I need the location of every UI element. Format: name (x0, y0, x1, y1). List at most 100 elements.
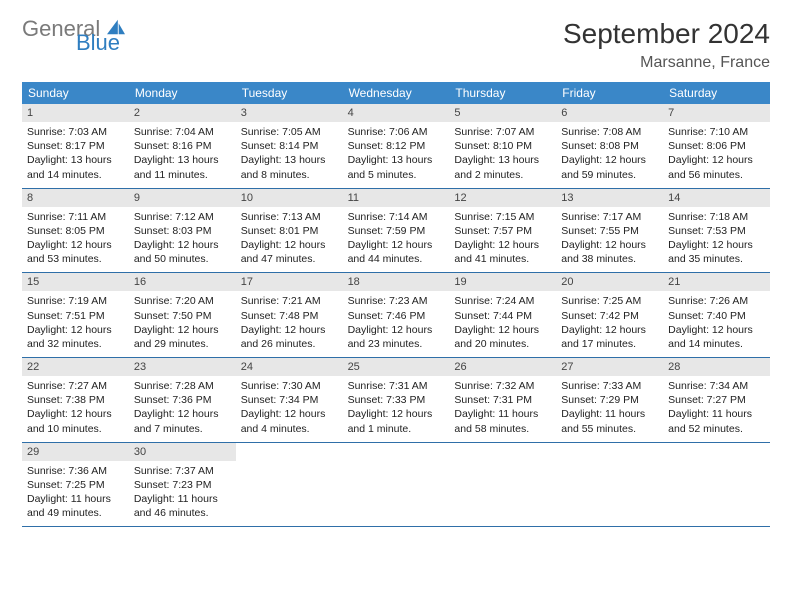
daylight-line: Daylight: 12 hours and 7 minutes. (134, 407, 231, 435)
sunrise-line: Sunrise: 7:31 AM (348, 379, 445, 393)
sunrise-line: Sunrise: 7:12 AM (134, 210, 231, 224)
day-cell: 15Sunrise: 7:19 AMSunset: 7:51 PMDayligh… (22, 273, 129, 357)
sunset-line: Sunset: 7:34 PM (241, 393, 338, 407)
sunrise-line: Sunrise: 7:04 AM (134, 125, 231, 139)
day-number: 24 (236, 358, 343, 376)
daylight-line: Daylight: 12 hours and 1 minute. (348, 407, 445, 435)
day-cell: 29Sunrise: 7:36 AMSunset: 7:25 PMDayligh… (22, 443, 129, 527)
daylight-line: Daylight: 11 hours and 52 minutes. (668, 407, 765, 435)
title-block: September 2024 Marsanne, France (563, 18, 770, 72)
day-cell: 2Sunrise: 7:04 AMSunset: 8:16 PMDaylight… (129, 104, 236, 188)
sunrise-line: Sunrise: 7:33 AM (561, 379, 658, 393)
day-info: Sunrise: 7:19 AMSunset: 7:51 PMDaylight:… (27, 294, 124, 351)
weekday-header: Sunday (22, 82, 129, 104)
day-info: Sunrise: 7:32 AMSunset: 7:31 PMDaylight:… (454, 379, 551, 436)
day-cell: 28Sunrise: 7:34 AMSunset: 7:27 PMDayligh… (663, 358, 770, 442)
day-cell: 7 Sunrise: 7:10 AMSunset: 8:06 PMDaylight… (663, 104, 770, 188)
sunset-line: Sunset: 7:36 PM (134, 393, 231, 407)
sunset-line: Sunset: 8:12 PM (348, 139, 445, 153)
location: Marsanne, France (563, 54, 770, 72)
day-cell: 27Sunrise: 7:33 AMSunset: 7:29 PMDayligh… (556, 358, 663, 442)
sunset-line: Sunset: 8:14 PM (241, 139, 338, 153)
sunrise-line: Sunrise: 7:03 AM (27, 125, 124, 139)
day-number: 20 (556, 273, 663, 291)
day-number: 11 (343, 189, 450, 207)
day-cell: 19Sunrise: 7:24 AMSunset: 7:44 PMDayligh… (449, 273, 556, 357)
sunset-line: Sunset: 7:31 PM (454, 393, 551, 407)
daylight-line: Daylight: 13 hours and 14 minutes. (27, 153, 124, 181)
sunrise-line: Sunrise: 7:36 AM (27, 464, 124, 478)
day-info: Sunrise: 7:10 AMSunset: 8:06 PMDaylight:… (668, 125, 765, 182)
day-info: Sunrise: 7:03 AMSunset: 8:17 PMDaylight:… (27, 125, 124, 182)
day-cell: 13Sunrise: 7:17 AMSunset: 7:55 PMDayligh… (556, 189, 663, 273)
day-cell: 5Sunrise: 7:07 AMSunset: 8:10 PMDaylight… (449, 104, 556, 188)
sunrise-line: Sunrise: 7:27 AM (27, 379, 124, 393)
sunset-line: Sunset: 7:53 PM (668, 224, 765, 238)
day-info: Sunrise: 7:23 AMSunset: 7:46 PMDaylight:… (348, 294, 445, 351)
daylight-line: Daylight: 13 hours and 2 minutes. (454, 153, 551, 181)
weekday-header: Monday (129, 82, 236, 104)
day-number: 30 (129, 443, 236, 461)
day-number: 17 (236, 273, 343, 291)
week-row: 22Sunrise: 7:27 AMSunset: 7:38 PMDayligh… (22, 358, 770, 443)
sunset-line: Sunset: 7:51 PM (27, 309, 124, 323)
sunset-line: Sunset: 7:33 PM (348, 393, 445, 407)
sunset-line: Sunset: 8:01 PM (241, 224, 338, 238)
day-number: 13 (556, 189, 663, 207)
sunrise-line: Sunrise: 7:18 AM (668, 210, 765, 224)
day-info: Sunrise: 7:37 AMSunset: 7:23 PMDaylight:… (134, 464, 231, 521)
day-info: Sunrise: 7:30 AMSunset: 7:34 PMDaylight:… (241, 379, 338, 436)
day-cell: 6Sunrise: 7:08 AMSunset: 8:08 PMDaylight… (556, 104, 663, 188)
day-number: 27 (556, 358, 663, 376)
sunrise-line: Sunrise: 7:05 AM (241, 125, 338, 139)
sunset-line: Sunset: 8:16 PM (134, 139, 231, 153)
daylight-line: Daylight: 11 hours and 49 minutes. (27, 492, 124, 520)
sunrise-line: Sunrise: 7:37 AM (134, 464, 231, 478)
day-info: Sunrise: 7:06 AMSunset: 8:12 PMDaylight:… (348, 125, 445, 182)
day-cell: 17Sunrise: 7:21 AMSunset: 7:48 PMDayligh… (236, 273, 343, 357)
day-cell: 20Sunrise: 7:25 AMSunset: 7:42 PMDayligh… (556, 273, 663, 357)
day-number: 23 (129, 358, 236, 376)
sunset-line: Sunset: 7:38 PM (27, 393, 124, 407)
day-cell: 30 Sunrise: 7:37 AMSunset: 7:23 PMDayligh… (129, 443, 236, 527)
daylight-line: Daylight: 13 hours and 5 minutes. (348, 153, 445, 181)
logo: General Blue (22, 18, 127, 54)
daylight-line: Daylight: 12 hours and 32 minutes. (27, 323, 124, 351)
day-cell: 8Sunrise: 7:11 AMSunset: 8:05 PMDaylight… (22, 189, 129, 273)
sunrise-line: Sunrise: 7:34 AM (668, 379, 765, 393)
day-info: Sunrise: 7:18 AMSunset: 7:53 PMDaylight:… (668, 210, 765, 267)
month-title: September 2024 (563, 18, 770, 50)
sunrise-line: Sunrise: 7:21 AM (241, 294, 338, 308)
day-number: 12 (449, 189, 556, 207)
daylight-line: Daylight: 12 hours and 14 minutes. (668, 323, 765, 351)
sunset-line: Sunset: 8:08 PM (561, 139, 658, 153)
daylight-line: Daylight: 12 hours and 50 minutes. (134, 238, 231, 266)
sunrise-line: Sunrise: 7:32 AM (454, 379, 551, 393)
day-number: 4 (343, 104, 450, 122)
day-cell: 21 Sunrise: 7:26 AMSunset: 7:40 PMDayligh… (663, 273, 770, 357)
sunrise-line: Sunrise: 7:30 AM (241, 379, 338, 393)
day-info: Sunrise: 7:26 AMSunset: 7:40 PMDaylight:… (668, 294, 765, 351)
sunset-line: Sunset: 7:50 PM (134, 309, 231, 323)
sunrise-line: Sunrise: 7:08 AM (561, 125, 658, 139)
day-number: 7 (663, 104, 770, 122)
day-info: Sunrise: 7:15 AMSunset: 7:57 PMDaylight:… (454, 210, 551, 267)
daylight-line: Daylight: 12 hours and 59 minutes. (561, 153, 658, 181)
week-row: 8Sunrise: 7:11 AMSunset: 8:05 PMDaylight… (22, 189, 770, 274)
day-number: 21 (663, 273, 770, 291)
sunrise-line: Sunrise: 7:25 AM (561, 294, 658, 308)
sunset-line: Sunset: 7:59 PM (348, 224, 445, 238)
weekday-header: Thursday (449, 82, 556, 104)
day-cell: 23Sunrise: 7:28 AMSunset: 7:36 PMDayligh… (129, 358, 236, 442)
day-number: 16 (129, 273, 236, 291)
sunrise-line: Sunrise: 7:19 AM (27, 294, 124, 308)
sunrise-line: Sunrise: 7:13 AM (241, 210, 338, 224)
daylight-line: Daylight: 12 hours and 4 minutes. (241, 407, 338, 435)
day-info: Sunrise: 7:27 AMSunset: 7:38 PMDaylight:… (27, 379, 124, 436)
day-number: 2 (129, 104, 236, 122)
day-number: 9 (129, 189, 236, 207)
day-info: Sunrise: 7:24 AMSunset: 7:44 PMDaylight:… (454, 294, 551, 351)
calendar: SundayMondayTuesdayWednesdayThursdayFrid… (22, 82, 770, 527)
week-row: 15Sunrise: 7:19 AMSunset: 7:51 PMDayligh… (22, 273, 770, 358)
weekday-header: Friday (556, 82, 663, 104)
